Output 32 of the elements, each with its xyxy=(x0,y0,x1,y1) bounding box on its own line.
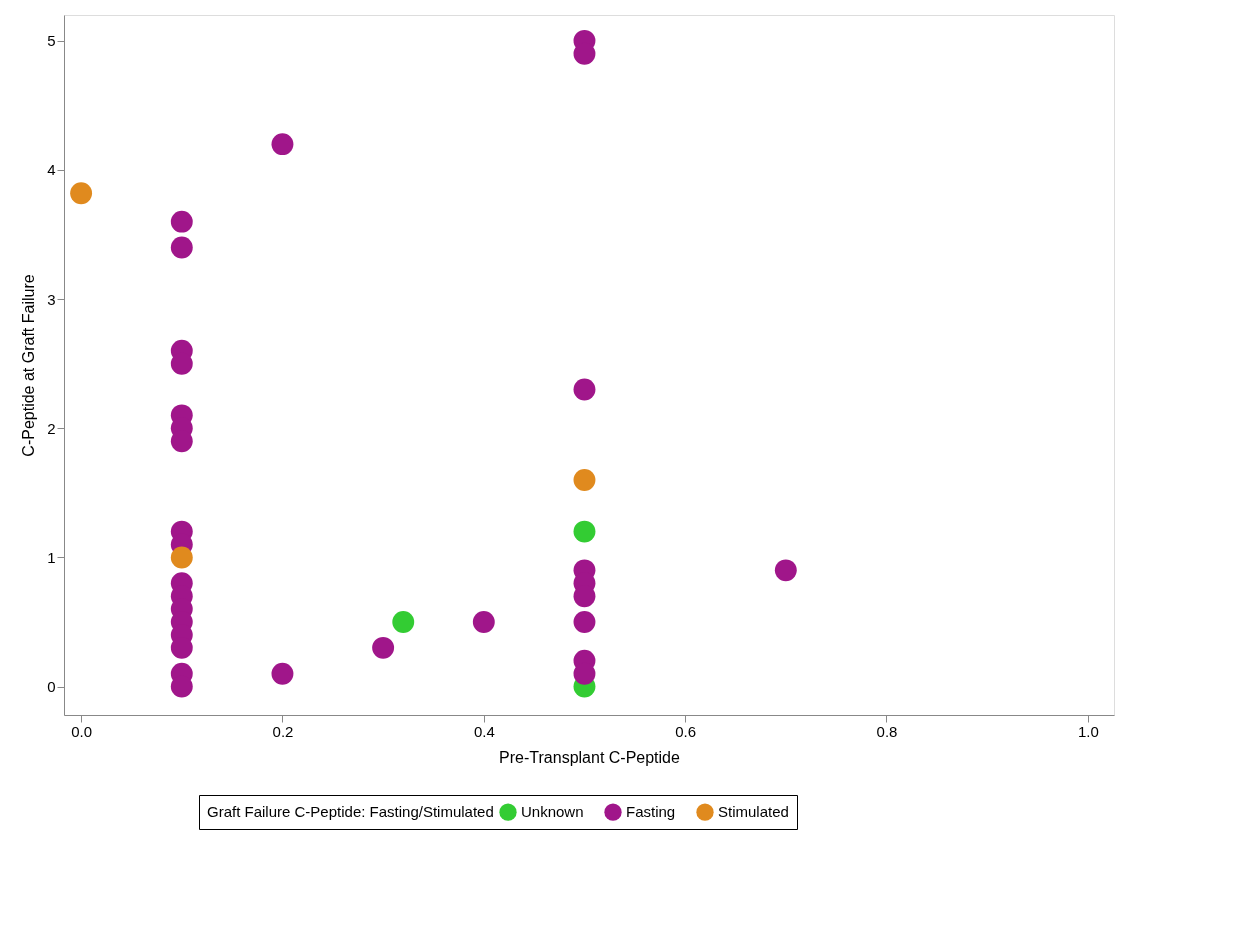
x-tick-label: 0.2 xyxy=(272,722,294,740)
y-axis-title: C-Peptide at Graft Failure xyxy=(20,274,38,457)
x-tick-label: 0.8 xyxy=(876,722,898,740)
legend-label: Fasting xyxy=(626,803,676,821)
point xyxy=(573,520,596,543)
point xyxy=(472,611,495,633)
point xyxy=(372,636,395,659)
x-tick-label: 1.0 xyxy=(1077,722,1099,740)
point xyxy=(170,210,193,233)
x-tick-label: 0.0 xyxy=(71,722,93,740)
legend-title: Graft Failure C-Peptide: Fasting/Stimulated xyxy=(207,803,494,820)
point xyxy=(170,546,193,569)
point xyxy=(573,378,596,401)
x-axis-title: Pre-Transplant C-Peptide xyxy=(499,748,681,766)
legend-label: Unknown xyxy=(521,803,584,821)
point xyxy=(70,182,93,205)
y-tick-label: 4 xyxy=(47,161,56,179)
point xyxy=(271,133,294,156)
point xyxy=(573,469,596,491)
y-tick-label: 1 xyxy=(47,548,56,566)
point xyxy=(392,611,415,633)
point xyxy=(170,236,193,259)
x-tick-label: 0.6 xyxy=(675,722,697,740)
y-tick-label: 2 xyxy=(47,419,56,437)
legend-label: Stimulated xyxy=(718,803,789,821)
y-tick-label: 3 xyxy=(47,290,56,308)
y-tick-label: 0 xyxy=(47,678,56,696)
point xyxy=(774,559,797,582)
point xyxy=(271,662,294,685)
y-tick-label: 5 xyxy=(47,32,56,50)
x-tick-label: 0.4 xyxy=(473,722,495,740)
point xyxy=(573,611,596,633)
